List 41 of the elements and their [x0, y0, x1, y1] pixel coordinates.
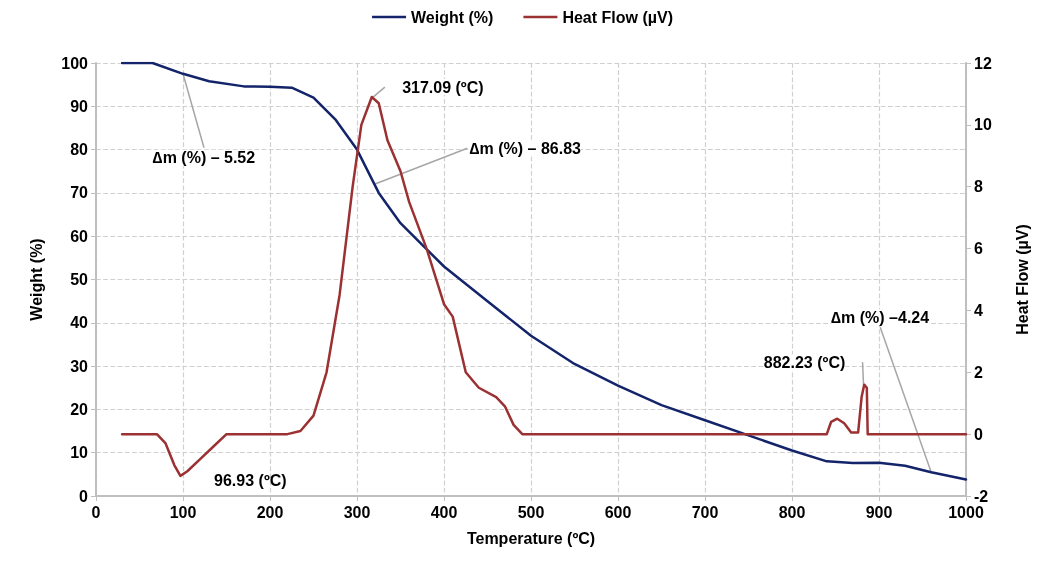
annotation: 882.23 (ºC): [763, 353, 846, 371]
y-tick-label: 10: [70, 444, 89, 462]
x-tick-label: 100: [169, 503, 197, 521]
x-axis-title: Temperature (ºC): [466, 529, 596, 547]
y-tick-label: 20: [70, 400, 89, 418]
y-tick-label: 30: [70, 357, 89, 375]
y2-tick-label: 0: [974, 425, 983, 443]
x-tick-label: 400: [430, 503, 458, 521]
legend-label: Heat Flow (µV): [562, 8, 673, 26]
x-tick-label: 500: [517, 503, 545, 521]
y-tick-label: 90: [70, 97, 89, 115]
x-tick-label: 1000: [948, 503, 984, 521]
y-tick-label: 0: [79, 487, 89, 505]
annotation: ∆m (%) – 5.52: [152, 149, 256, 167]
y-axis-title: Weight (%): [27, 238, 45, 321]
y2-tick-label: 8: [974, 178, 983, 196]
annotation: ∆m (%) –4.24: [831, 308, 930, 326]
legend-label: Weight (%): [411, 8, 494, 26]
x-tick-label: 600: [604, 503, 632, 521]
x-tick-label: 700: [691, 503, 719, 521]
y2-axis-title: Heat Flow (µV): [1013, 224, 1031, 335]
y-tick-label: 70: [70, 184, 89, 202]
x-tick-label: 800: [778, 503, 806, 521]
y2-tick-label: 10: [974, 116, 992, 134]
x-tick-label: 900: [865, 503, 893, 521]
y2-tick-label: 2: [974, 363, 983, 381]
y-tick-label: 50: [70, 271, 89, 288]
x-tick-label: 0: [91, 503, 101, 521]
annotation: 96.93 (ºC): [214, 471, 287, 489]
x-tick-label: 200: [256, 503, 284, 521]
y-tick-label: 60: [70, 227, 89, 245]
y-tick-label: 40: [70, 314, 89, 332]
y2-tick-label: 12: [974, 54, 992, 72]
y2-tick-label: 6: [974, 240, 983, 258]
annotation: 317.09 (ºC): [402, 78, 484, 96]
annotation: ∆m (%) – 86.83: [469, 139, 582, 157]
y-tick-label: 100: [61, 54, 89, 72]
y2-tick-label: 4: [974, 301, 983, 319]
y-tick-label: 80: [70, 141, 89, 159]
y2-tick-label: -2: [974, 487, 989, 505]
x-tick-label: 300: [343, 503, 371, 521]
